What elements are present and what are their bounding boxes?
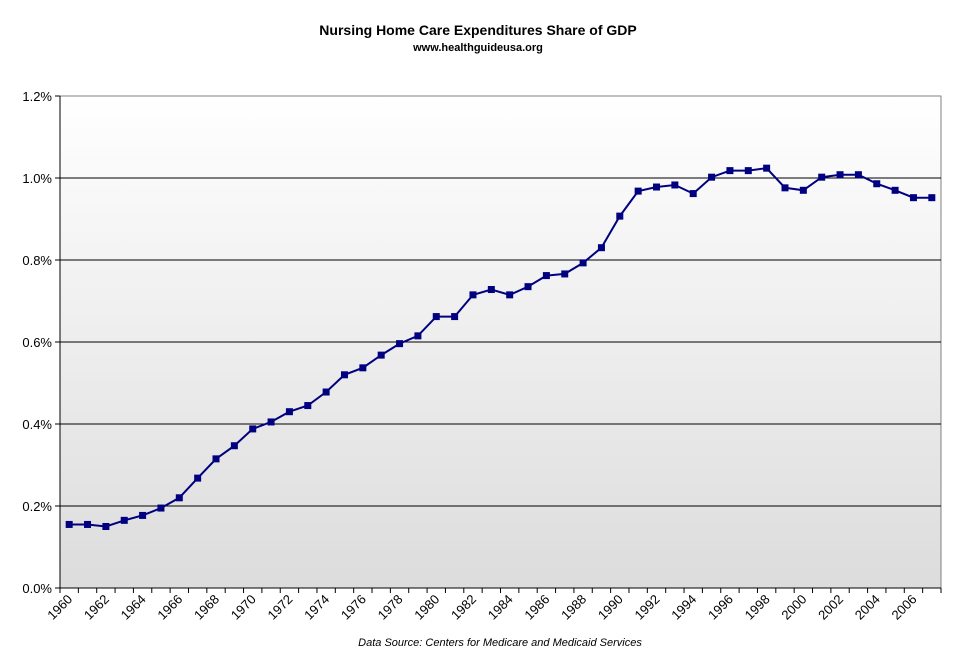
data-point-marker xyxy=(616,212,624,220)
data-point-marker xyxy=(726,167,734,175)
data-point-marker xyxy=(84,520,92,528)
data-point-marker xyxy=(194,474,202,482)
y-tick-label: 1.0% xyxy=(22,171,52,186)
x-tick-label: 2000 xyxy=(778,592,809,623)
data-source-note: Data Source: Centers for Medicare and Me… xyxy=(358,637,642,649)
data-point-marker xyxy=(928,194,936,202)
data-point-marker xyxy=(285,408,293,416)
x-tick-label: 1994 xyxy=(668,592,699,623)
data-point-marker xyxy=(120,516,128,524)
x-tick-label: 1980 xyxy=(411,592,442,623)
data-point-marker xyxy=(653,183,661,191)
x-tick-label: 2004 xyxy=(852,592,883,623)
x-tick-label: 1990 xyxy=(595,592,626,623)
data-point-marker xyxy=(836,171,844,179)
data-point-marker xyxy=(212,455,220,463)
x-tick-label: 1998 xyxy=(742,592,773,623)
data-point-marker xyxy=(322,388,330,396)
data-point-marker xyxy=(744,167,752,175)
x-tick-label: 1972 xyxy=(264,592,295,623)
data-point-marker xyxy=(524,283,532,291)
data-point-marker xyxy=(230,442,238,450)
x-tick-label: 1964 xyxy=(118,592,149,623)
x-tick-label: 1966 xyxy=(154,592,185,623)
data-point-marker xyxy=(634,187,642,195)
data-point-marker xyxy=(65,520,73,528)
x-tick-label: 1974 xyxy=(301,592,332,623)
data-point-marker xyxy=(708,173,716,181)
data-point-marker xyxy=(909,194,917,202)
data-point-marker xyxy=(139,511,147,519)
x-tick-label: 1986 xyxy=(521,592,552,623)
data-point-marker xyxy=(542,272,550,280)
data-point-marker xyxy=(451,313,459,321)
data-point-marker xyxy=(873,180,881,188)
chart-subtitle: www.healthguideusa.org xyxy=(413,42,543,54)
data-point-marker xyxy=(506,291,514,299)
data-point-marker xyxy=(781,184,789,192)
data-point-marker xyxy=(267,418,275,426)
data-point-marker xyxy=(414,332,422,340)
data-point-marker xyxy=(818,173,826,181)
x-tick-label: 1970 xyxy=(228,592,259,623)
data-point-marker xyxy=(396,340,404,348)
data-point-marker xyxy=(175,494,183,502)
y-tick-label: 0.8% xyxy=(22,253,52,268)
data-point-marker xyxy=(304,402,312,410)
data-point-marker xyxy=(763,164,771,172)
data-point-marker xyxy=(891,186,899,194)
data-point-marker xyxy=(561,270,569,278)
data-point-marker xyxy=(157,504,165,512)
x-tick-label: 1992 xyxy=(632,592,663,623)
data-point-marker xyxy=(487,286,495,294)
data-point-marker xyxy=(854,171,862,179)
data-point-marker xyxy=(432,313,440,321)
data-point-marker xyxy=(469,291,477,299)
data-point-marker xyxy=(689,190,697,198)
data-point-marker xyxy=(377,351,385,359)
chart-title: Nursing Home Care Expenditures Share of … xyxy=(319,22,637,38)
x-tick-label: 1984 xyxy=(485,592,516,623)
y-tick-label: 0.4% xyxy=(22,417,52,432)
y-tick-label: 0.6% xyxy=(22,335,52,350)
data-point-marker xyxy=(671,181,679,189)
x-tick-label: 1988 xyxy=(558,592,589,623)
x-tick-label: 1962 xyxy=(81,592,112,623)
data-point-marker xyxy=(597,244,605,252)
data-point-marker xyxy=(340,371,348,379)
x-tick-label: 2006 xyxy=(889,592,920,623)
x-tick-label: 1996 xyxy=(705,592,736,623)
x-tick-label: 1960 xyxy=(44,592,75,623)
x-tick-label: 1978 xyxy=(375,592,406,623)
y-tick-label: 1.2% xyxy=(22,89,52,104)
y-tick-label: 0.2% xyxy=(22,499,52,514)
x-tick-label: 2002 xyxy=(815,592,846,623)
x-tick-label: 1968 xyxy=(191,592,222,623)
x-tick-label: 1982 xyxy=(448,592,479,623)
y-tick-label: 0.0% xyxy=(22,581,52,596)
data-point-marker xyxy=(799,186,807,194)
data-point-marker xyxy=(249,425,257,433)
data-point-marker xyxy=(359,364,367,372)
data-point-marker xyxy=(102,523,110,530)
x-tick-label: 1976 xyxy=(338,592,369,623)
data-point-marker xyxy=(579,259,587,267)
